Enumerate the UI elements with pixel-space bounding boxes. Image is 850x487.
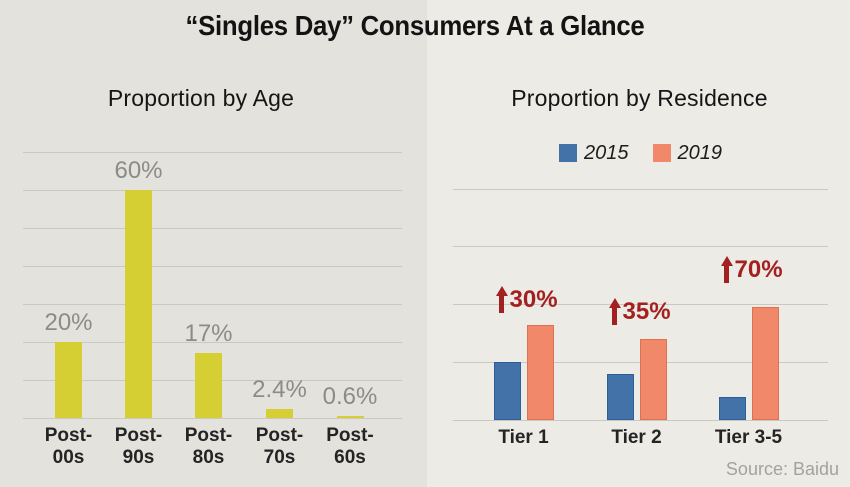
- age-bar-post-60s: [336, 415, 364, 418]
- gridline: [23, 341, 402, 343]
- growth-percent-label: 35%: [622, 298, 671, 326]
- residence-bar-2015-tier-2: [606, 373, 634, 420]
- residence-bar-2019-tier-1: [526, 324, 554, 420]
- page-title: “Singles Day” Consumers At a Glance: [185, 10, 645, 41]
- age-axis-label: Post- 70s: [255, 425, 304, 468]
- gridline: [453, 188, 828, 190]
- legend-label-2019: 2019: [677, 141, 723, 164]
- legend-item-2019: 2019: [652, 141, 723, 165]
- gridline: [23, 303, 402, 305]
- age-axis-label: Post- 00s: [44, 425, 93, 468]
- age-bar-post-90s: [125, 190, 152, 418]
- arrow-head: [608, 298, 621, 309]
- residence-chart-legend: 2015 2019: [453, 142, 828, 164]
- up-arrow-icon: [495, 285, 508, 313]
- age-bar-value-label: 0.6%: [322, 382, 378, 410]
- gridline: [23, 417, 402, 419]
- arrow-stem: [612, 308, 617, 326]
- age-bar-value-label: 2.4%: [252, 375, 307, 403]
- growth-annotation: 35%: [608, 298, 671, 326]
- residence-bar-2019-tier-2: [639, 339, 667, 420]
- growth-percent-label: 70%: [734, 256, 783, 284]
- legend-item-2015: 2015: [559, 142, 629, 165]
- gridline: [453, 246, 828, 248]
- age-bar-value-label: 17%: [184, 320, 233, 348]
- legend-swatch-2019: [652, 144, 671, 162]
- age-chart-plot: 20% 60% 17% 2.4% 0.6%: [23, 151, 402, 419]
- residence-chart-title: Proportion by Residence: [511, 85, 768, 111]
- legend-swatch-2015: [559, 144, 577, 162]
- up-arrow-icon: [608, 298, 621, 326]
- gridline: [23, 227, 402, 229]
- gridline: [23, 265, 402, 267]
- tier-axis-label: Tier 1: [498, 427, 549, 448]
- source-credit: Source: Baidu: [725, 459, 839, 479]
- age-axis-label: Post- 60s: [326, 425, 374, 468]
- gridline: [23, 189, 402, 191]
- age-bar-post-70s: [266, 408, 293, 418]
- tier-axis-label: Tier 3-5: [714, 427, 783, 448]
- residence-bar-2015-tier-3-5: [718, 396, 746, 420]
- age-bar-value-label: 20%: [44, 309, 93, 336]
- age-chart-title: Proportion by Age: [107, 85, 295, 111]
- residence-chart-plot: 30% 35% 70%: [453, 188, 828, 421]
- arrow-stem: [724, 266, 729, 284]
- gridline: [23, 151, 402, 153]
- age-bar-post-80s: [195, 353, 222, 418]
- legend-label-2015: 2015: [584, 141, 629, 164]
- age-axis-label: Post- 90s: [114, 425, 163, 468]
- age-bar-post-00s: [55, 342, 82, 418]
- age-axis-label: Post- 80s: [184, 425, 233, 468]
- growth-annotation: 30%: [495, 285, 558, 313]
- arrow-head: [495, 285, 508, 296]
- age-bar-value-label: 60%: [114, 157, 163, 184]
- up-arrow-icon: [720, 256, 733, 284]
- growth-annotation: 70%: [720, 256, 783, 284]
- arrow-head: [720, 256, 733, 267]
- gridline: [453, 419, 828, 421]
- arrow-stem: [499, 295, 504, 313]
- residence-bar-2019-tier-3-5: [751, 307, 779, 420]
- tier-axis-label: Tier 2: [611, 427, 662, 448]
- gridline: [453, 304, 828, 305]
- residence-bar-2015-tier-1: [493, 362, 521, 420]
- growth-percent-label: 30%: [509, 285, 558, 313]
